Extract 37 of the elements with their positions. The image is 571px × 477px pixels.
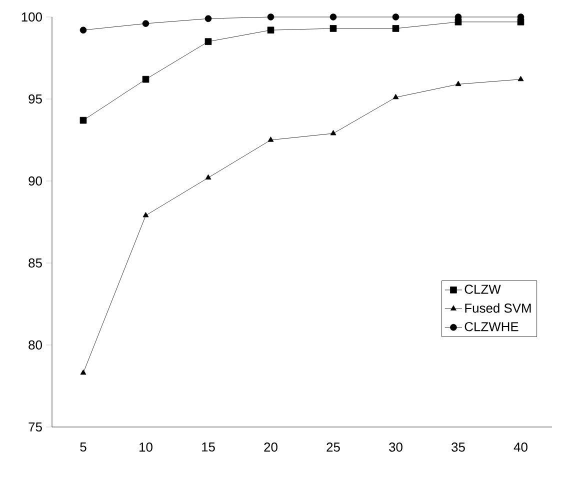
point — [267, 26, 274, 34]
x-tick-label: 30 — [389, 442, 402, 452]
point — [330, 130, 336, 136]
y-tick-label: 90 — [28, 176, 42, 186]
y-tick-label: 80 — [28, 340, 42, 350]
x-tick-label: 40 — [514, 442, 528, 452]
point — [392, 94, 399, 100]
point — [205, 174, 212, 180]
legend-label: CLZWHE — [464, 322, 518, 332]
point — [142, 212, 149, 218]
point — [330, 14, 337, 20]
point — [392, 14, 400, 20]
x-tick-label: 5 — [80, 442, 86, 452]
legend-label: Fused SVM — [465, 303, 531, 313]
point — [268, 136, 274, 142]
point — [142, 76, 150, 83]
point — [455, 80, 462, 86]
y-tick-label: 85 — [28, 258, 42, 268]
y-tick-label: 100 — [22, 12, 42, 22]
point — [204, 15, 212, 22]
point — [80, 26, 87, 34]
point — [330, 25, 337, 32]
x-tick-label: 25 — [326, 442, 340, 452]
point — [80, 369, 86, 375]
point — [392, 25, 400, 32]
point — [518, 76, 524, 82]
x-tick-label: 15 — [202, 442, 215, 452]
point — [204, 38, 212, 45]
point — [142, 20, 150, 27]
y-tick-label: 95 — [28, 94, 42, 104]
point — [80, 116, 87, 124]
x-tick-label: 35 — [452, 442, 465, 452]
legend-label: CLZW — [464, 284, 501, 294]
y-tick-label: 75 — [28, 422, 42, 432]
point — [267, 14, 274, 20]
x-tick-label: 20 — [264, 442, 278, 452]
x-tick-label: 10 — [140, 442, 152, 452]
